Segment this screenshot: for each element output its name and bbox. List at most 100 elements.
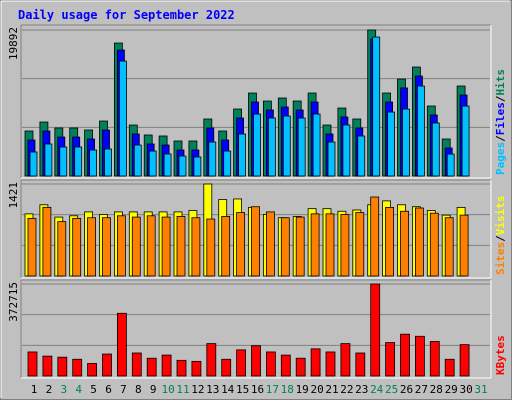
bar bbox=[251, 345, 261, 377]
x-tick-label: 31 bbox=[474, 383, 487, 396]
x-tick-label: 6 bbox=[105, 383, 112, 396]
legend: Pages/Files/Hits bbox=[494, 69, 507, 175]
bar bbox=[295, 216, 305, 277]
bar bbox=[236, 349, 247, 377]
bar bbox=[131, 352, 142, 377]
bar bbox=[236, 212, 246, 277]
x-tick-label: 1 bbox=[31, 383, 38, 396]
bar bbox=[57, 221, 67, 277]
x-tick-label: 11 bbox=[176, 383, 189, 396]
bar bbox=[119, 60, 127, 177]
bar bbox=[72, 358, 83, 377]
x-tick-label: 3 bbox=[60, 383, 67, 396]
bar bbox=[57, 356, 68, 377]
bar bbox=[414, 335, 425, 377]
bar bbox=[206, 218, 216, 277]
bar bbox=[178, 155, 187, 177]
bar bbox=[221, 358, 232, 377]
bar bbox=[282, 115, 291, 177]
bar bbox=[340, 343, 351, 377]
x-tick-label: 9 bbox=[150, 383, 157, 396]
bar bbox=[387, 111, 396, 177]
bar bbox=[176, 359, 187, 377]
bar bbox=[402, 108, 410, 177]
bar bbox=[340, 214, 350, 277]
legend-entry: Sites bbox=[494, 242, 507, 275]
x-tick-label: 15 bbox=[236, 383, 249, 396]
bar bbox=[206, 343, 217, 377]
bar bbox=[44, 143, 53, 177]
bar bbox=[253, 113, 261, 177]
bar bbox=[280, 217, 290, 277]
bar bbox=[327, 141, 336, 177]
bar bbox=[444, 217, 454, 277]
bar bbox=[191, 217, 201, 277]
bar bbox=[370, 283, 381, 377]
bar bbox=[133, 144, 142, 177]
bar bbox=[310, 213, 320, 277]
bar bbox=[148, 150, 157, 177]
legend-entry: KBytes bbox=[494, 335, 507, 375]
bar bbox=[161, 216, 171, 277]
x-tick-label: 21 bbox=[325, 383, 338, 396]
bar bbox=[312, 113, 321, 177]
bar bbox=[59, 146, 68, 177]
bar bbox=[267, 117, 276, 177]
bar bbox=[325, 213, 335, 277]
bar bbox=[400, 210, 409, 277]
bar bbox=[102, 217, 111, 277]
bar bbox=[163, 153, 172, 177]
bar bbox=[444, 358, 455, 377]
bar bbox=[461, 105, 470, 177]
bar bbox=[146, 215, 156, 277]
bar bbox=[191, 360, 202, 377]
bar bbox=[265, 211, 275, 277]
legend-entry: Hits bbox=[494, 69, 507, 96]
bar bbox=[42, 355, 53, 377]
bar bbox=[400, 333, 410, 377]
legend: KBytes bbox=[494, 335, 507, 375]
x-tick-label: 20 bbox=[310, 383, 323, 396]
bar bbox=[29, 151, 38, 177]
legend-separator: / bbox=[494, 95, 507, 102]
bar bbox=[297, 117, 306, 177]
bar bbox=[238, 133, 247, 177]
bar bbox=[280, 354, 291, 377]
bar bbox=[385, 342, 396, 377]
x-tick-label: 30 bbox=[459, 383, 472, 396]
bar bbox=[104, 148, 112, 177]
bar bbox=[102, 353, 112, 377]
x-tick-label: 16 bbox=[251, 383, 264, 396]
x-tick-label: 23 bbox=[355, 383, 368, 396]
bar bbox=[431, 122, 440, 177]
x-tick-label: 19 bbox=[296, 383, 309, 396]
y-tick-label: 1421 bbox=[7, 182, 20, 209]
bar bbox=[131, 216, 141, 277]
bar bbox=[416, 85, 425, 177]
x-tick-label: 22 bbox=[340, 383, 353, 396]
bar bbox=[89, 149, 97, 177]
bar bbox=[295, 357, 306, 377]
bar bbox=[325, 351, 336, 377]
legend-entry: Pages bbox=[494, 142, 507, 175]
x-tick-label: 13 bbox=[206, 383, 219, 396]
x-tick-label: 8 bbox=[135, 383, 142, 396]
x-tick-label: 2 bbox=[46, 383, 53, 396]
legend-separator: / bbox=[494, 135, 507, 142]
bar bbox=[223, 150, 232, 177]
bar bbox=[459, 214, 469, 277]
chart-title: Daily usage for September 2022 bbox=[18, 8, 235, 22]
bar bbox=[117, 312, 127, 377]
bar bbox=[176, 216, 186, 277]
x-tick-label: 12 bbox=[191, 383, 204, 396]
legend-entry: Files bbox=[494, 102, 507, 135]
bar bbox=[74, 146, 83, 177]
bar bbox=[27, 217, 37, 277]
bar bbox=[251, 206, 260, 277]
bar bbox=[72, 217, 82, 277]
x-tick-label: 10 bbox=[161, 383, 174, 396]
x-tick-label: 29 bbox=[445, 383, 458, 396]
bar bbox=[27, 351, 38, 377]
bar bbox=[357, 135, 366, 177]
bar bbox=[146, 357, 157, 377]
